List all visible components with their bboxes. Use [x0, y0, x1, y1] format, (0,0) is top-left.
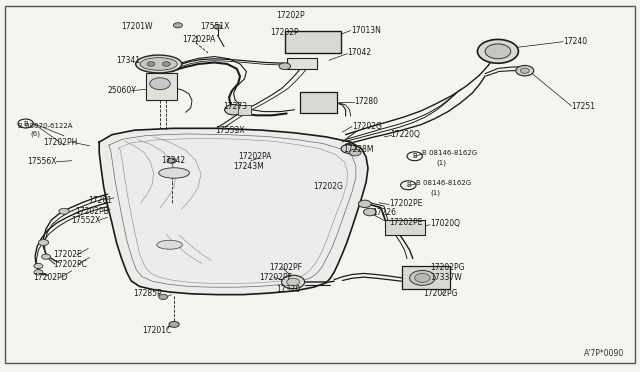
Text: (1): (1) — [430, 189, 440, 196]
Circle shape — [150, 78, 170, 90]
Text: A'7P*0090: A'7P*0090 — [584, 349, 624, 358]
Circle shape — [410, 270, 435, 285]
Text: B: B — [23, 121, 28, 126]
Text: 17202PE: 17202PE — [389, 218, 422, 227]
Circle shape — [358, 200, 371, 208]
Circle shape — [169, 321, 179, 327]
Text: 17285P: 17285P — [133, 289, 162, 298]
Text: 17202E: 17202E — [53, 250, 82, 259]
Circle shape — [341, 144, 356, 153]
Bar — [402, 266, 450, 289]
Text: 17251: 17251 — [572, 102, 595, 110]
Text: 17202PF: 17202PF — [259, 273, 292, 282]
Bar — [300, 92, 337, 113]
Circle shape — [279, 63, 291, 70]
Text: 17240: 17240 — [563, 37, 588, 46]
Text: 17042: 17042 — [348, 48, 372, 57]
Text: (6): (6) — [31, 131, 41, 137]
Circle shape — [167, 158, 176, 163]
Circle shape — [349, 149, 361, 156]
Text: 17202PH: 17202PH — [44, 138, 78, 147]
Text: (1): (1) — [436, 160, 447, 166]
Text: 17337W: 17337W — [430, 273, 462, 282]
Text: 17341: 17341 — [116, 56, 141, 65]
Text: 17202PD: 17202PD — [33, 273, 68, 282]
Ellipse shape — [136, 55, 182, 73]
Text: 17202G: 17202G — [314, 182, 344, 191]
Text: 17553X: 17553X — [215, 126, 244, 135]
Text: 17202PA: 17202PA — [182, 35, 216, 44]
Text: 17202PA: 17202PA — [238, 153, 271, 161]
Text: 17342: 17342 — [161, 156, 186, 165]
Text: 17243M: 17243M — [234, 162, 264, 171]
Circle shape — [34, 263, 43, 269]
Circle shape — [147, 62, 155, 66]
Circle shape — [485, 44, 511, 59]
Text: 17202PF: 17202PF — [269, 263, 302, 272]
Text: 17556X: 17556X — [27, 157, 56, 166]
Bar — [146, 73, 177, 100]
Polygon shape — [99, 128, 368, 295]
Text: 17552X: 17552X — [72, 216, 101, 225]
Ellipse shape — [140, 58, 177, 70]
Text: 17201W: 17201W — [122, 22, 153, 31]
Circle shape — [214, 25, 221, 29]
Circle shape — [59, 208, 69, 214]
Bar — [285, 31, 341, 53]
Ellipse shape — [157, 240, 182, 249]
Text: 17226: 17226 — [372, 208, 396, 217]
Circle shape — [364, 208, 376, 216]
Text: B 08070-6122A: B 08070-6122A — [18, 123, 72, 129]
Bar — [385, 220, 425, 235]
Text: 25060Y: 25060Y — [108, 86, 136, 95]
Text: 17280: 17280 — [354, 97, 378, 106]
Text: B: B — [412, 153, 417, 159]
Text: 17273: 17273 — [223, 102, 247, 111]
Circle shape — [516, 65, 534, 76]
Text: 17201: 17201 — [88, 196, 113, 205]
Circle shape — [38, 240, 49, 246]
Text: 17202P: 17202P — [276, 11, 305, 20]
Circle shape — [159, 294, 168, 299]
Text: 17202PC: 17202PC — [53, 260, 87, 269]
Text: B 08146-8162G: B 08146-8162G — [422, 150, 477, 156]
Text: 17228M: 17228M — [344, 145, 374, 154]
Text: 17013N: 17013N — [351, 26, 381, 35]
Circle shape — [173, 23, 182, 28]
Circle shape — [163, 62, 170, 66]
Text: 17202P: 17202P — [270, 28, 299, 37]
Circle shape — [34, 270, 43, 275]
Circle shape — [287, 278, 300, 286]
Bar — [287, 58, 317, 69]
Circle shape — [282, 275, 305, 289]
Circle shape — [42, 254, 51, 259]
Circle shape — [477, 39, 518, 63]
Text: 17201C: 17201C — [142, 326, 172, 335]
Text: 17220Q: 17220Q — [390, 130, 420, 139]
Circle shape — [520, 68, 529, 73]
Text: 17202PB: 17202PB — [76, 207, 109, 216]
Text: 17202PE: 17202PE — [389, 199, 422, 208]
Text: 17551X: 17551X — [200, 22, 230, 31]
Text: 17202PG: 17202PG — [430, 263, 465, 272]
Text: 17202G: 17202G — [352, 122, 382, 131]
Text: B: B — [406, 182, 411, 188]
Circle shape — [225, 105, 243, 115]
Text: 17370: 17370 — [276, 285, 301, 294]
Text: B 08146-8162G: B 08146-8162G — [416, 180, 471, 186]
Ellipse shape — [159, 168, 189, 178]
Text: 17202PG: 17202PG — [424, 289, 458, 298]
Circle shape — [415, 273, 430, 282]
Text: 17020Q: 17020Q — [430, 219, 460, 228]
Bar — [238, 105, 251, 115]
